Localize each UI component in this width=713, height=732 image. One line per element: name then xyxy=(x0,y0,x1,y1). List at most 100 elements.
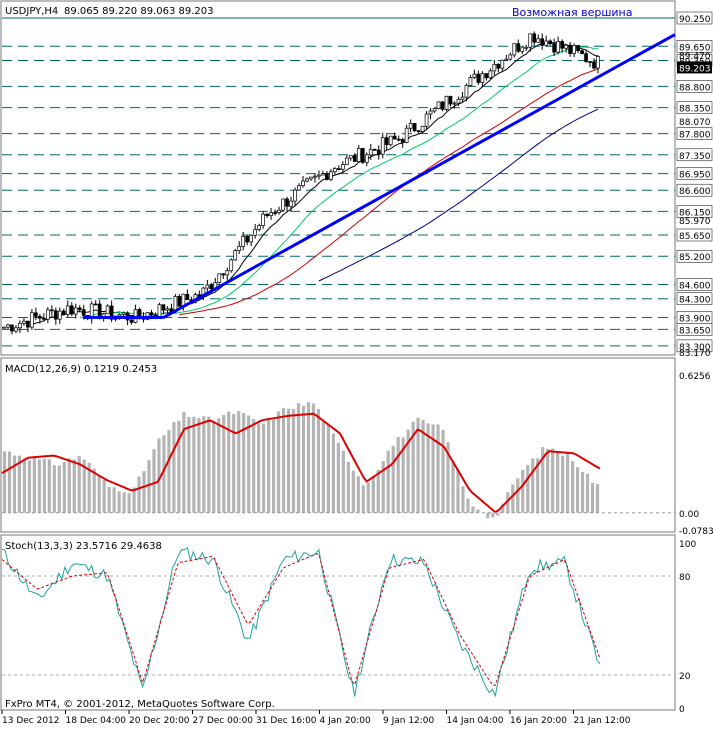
macd-histogram-bar xyxy=(113,487,116,513)
macd-histogram-bar xyxy=(217,418,220,513)
candle-body xyxy=(317,175,320,176)
macd-histogram-bar xyxy=(167,430,170,513)
macd-histogram-bar xyxy=(8,452,11,513)
candle-body xyxy=(158,305,161,317)
macd-histogram-bar xyxy=(377,470,380,513)
macd-histogram-bar xyxy=(207,417,210,513)
candle-body xyxy=(541,39,544,46)
candle-body xyxy=(381,138,384,155)
macd-histogram-bar xyxy=(586,474,589,513)
macd-histogram-bar xyxy=(212,421,215,513)
macd-histogram-bar xyxy=(48,459,51,512)
macd-histogram-bar xyxy=(397,437,400,513)
macd-histogram-bar xyxy=(152,449,155,513)
macd-histogram-bar xyxy=(357,476,360,512)
x-axis-label: 21 Jan 12:00 xyxy=(574,716,631,726)
macd-histogram-bar xyxy=(232,414,235,513)
candle-body xyxy=(313,176,316,177)
macd-histogram-bar xyxy=(292,409,295,513)
macd-histogram-bar xyxy=(436,425,439,513)
candle-body xyxy=(561,41,564,48)
candle-body xyxy=(82,310,85,316)
candle-body xyxy=(413,123,416,130)
ohlc-label: 89.065 89.220 89.063 89.203 xyxy=(64,6,214,17)
macd-histogram-bar xyxy=(441,430,444,513)
macd-histogram-bar xyxy=(556,453,559,513)
current-price-label: 89.203 xyxy=(679,64,711,74)
candle-body xyxy=(54,311,57,319)
candle-body xyxy=(90,304,93,318)
candle-body xyxy=(589,62,592,63)
candle-body xyxy=(453,103,456,104)
macd-signal-line xyxy=(2,414,600,512)
macd-histogram-bar xyxy=(53,465,56,513)
stoch-axis-label: 20 xyxy=(679,672,691,682)
candle-body xyxy=(10,325,13,331)
macd-histogram-bar xyxy=(247,415,250,512)
macd-histogram-bar xyxy=(317,409,320,513)
price-label: 85.650 xyxy=(679,232,711,242)
candle-body xyxy=(597,57,600,69)
candle-body xyxy=(357,148,360,161)
candle-body xyxy=(74,308,77,314)
candle-body xyxy=(26,321,29,327)
candle-body xyxy=(162,305,165,311)
trend-line xyxy=(163,35,675,318)
macd-histogram-bar xyxy=(456,469,459,512)
candle-body xyxy=(457,99,460,103)
x-axis-label: 31 Dec 16:00 xyxy=(256,716,317,726)
macd-histogram-bar xyxy=(142,471,145,513)
candle-body xyxy=(553,44,556,52)
macd-histogram-bar xyxy=(576,467,579,513)
candle-body xyxy=(537,39,540,43)
macd-histogram-bar xyxy=(561,456,564,513)
macd-histogram-bar xyxy=(38,460,41,513)
candle-body xyxy=(557,41,560,52)
macd-histogram-bar xyxy=(132,488,135,513)
sma-mid-line xyxy=(80,47,598,318)
candle-body xyxy=(449,96,452,104)
candle-body xyxy=(150,313,153,315)
candle-body xyxy=(38,316,41,318)
macd-histogram-bar xyxy=(147,460,150,513)
candle-body xyxy=(593,62,596,68)
x-axis-label: 4 Jan 20:00 xyxy=(320,716,372,726)
candle-body xyxy=(353,155,356,161)
macd-axis-label: -0.0783 xyxy=(679,527,713,537)
candle-body xyxy=(230,260,233,271)
macd-histogram-bar xyxy=(546,449,549,513)
candle-body xyxy=(118,314,121,316)
candle-body xyxy=(349,155,352,158)
candle-body xyxy=(481,74,484,83)
candle-body xyxy=(429,111,432,114)
candle-body xyxy=(270,213,273,216)
macd-histogram-bar xyxy=(362,486,365,513)
macd-histogram-bar xyxy=(28,461,31,513)
candle-body xyxy=(222,274,225,275)
candle-body xyxy=(517,44,520,52)
price-label: 86.600 xyxy=(679,187,711,197)
macd-histogram-bar xyxy=(571,461,574,513)
macd-histogram-bar xyxy=(282,408,285,513)
candle-body xyxy=(218,274,221,283)
macd-histogram-bar xyxy=(596,484,599,513)
candle-body xyxy=(345,158,348,165)
candle-body xyxy=(262,214,265,225)
candle-body xyxy=(573,45,576,53)
candle-body xyxy=(461,97,464,99)
macd-histogram-bar xyxy=(93,469,96,513)
macd-histogram-bar xyxy=(277,411,280,512)
macd-histogram-bar xyxy=(337,443,340,513)
macd-histogram-bar xyxy=(322,422,325,513)
candle-body xyxy=(62,311,65,314)
candle-body xyxy=(585,54,588,62)
candle-body xyxy=(226,271,229,275)
candle-body xyxy=(409,123,412,128)
macd-histogram-bar xyxy=(122,492,125,513)
candle-body xyxy=(365,155,368,163)
candle-body xyxy=(417,131,420,132)
candle-body xyxy=(58,311,61,319)
macd-histogram-bar xyxy=(287,409,290,513)
macd-histogram-bar xyxy=(526,465,529,513)
